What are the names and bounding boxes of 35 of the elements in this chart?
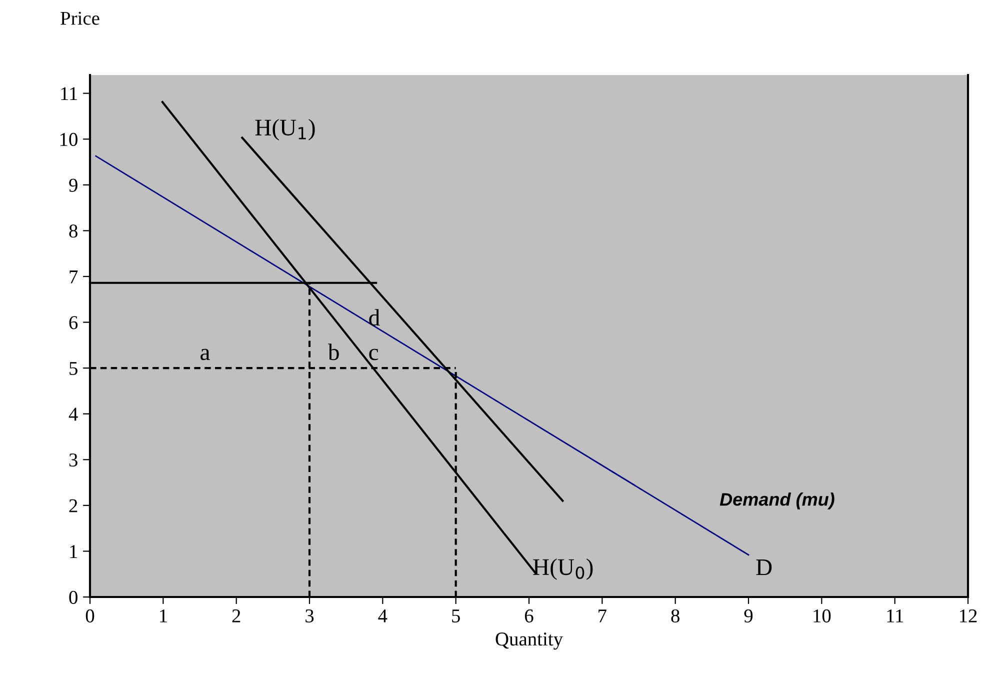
x-tick-label: 4 — [378, 610, 388, 622]
y-tick-label: 5 — [70, 362, 78, 375]
y-tick-label: 4 — [68, 408, 78, 421]
y-tick-label: 2 — [69, 499, 78, 512]
x-tick-label: 9 — [744, 609, 753, 622]
y-tick-label: 7 — [70, 270, 78, 284]
annotation: H(U$_{0}$) — [533, 558, 593, 580]
y-tick-label: 6 — [69, 316, 78, 330]
annotation: a — [200, 348, 210, 360]
x-tick-label: 11 — [887, 609, 904, 622]
x-tick-label: 6 — [524, 609, 534, 622]
x-tick-label: 7 — [598, 610, 606, 622]
x-tick-label: 0 — [86, 609, 94, 622]
x-tick-label: 5 — [452, 610, 460, 622]
y-axis-title: Price — [60, 12, 100, 25]
y-tick-label: 0 — [69, 590, 78, 604]
annotation: b — [328, 344, 339, 360]
annotation: Demand (mu) — [720, 492, 834, 510]
x-tick-label: 1 — [160, 609, 167, 622]
y-tick-label: 11 — [61, 87, 78, 100]
x-tick-label: 12 — [960, 609, 977, 622]
y-tick-label: 3 — [69, 454, 78, 467]
x-tick-label: 2 — [232, 609, 240, 622]
x-tick-label: 3 — [306, 609, 314, 622]
x-axis-title: Quantity — [496, 632, 563, 650]
y-tick-label: 8 — [69, 224, 78, 238]
annotation: c — [369, 348, 378, 360]
x-tick-label: 10 — [814, 609, 831, 622]
y-tick-label: 9 — [69, 178, 78, 192]
annotation: d — [369, 309, 380, 326]
x-tick-label: 8 — [671, 609, 680, 622]
y-tick-label: 1 — [70, 545, 78, 558]
y-tick-label: 10 — [60, 132, 78, 146]
annotation: D — [756, 560, 772, 576]
annotation: H(U$_{1}$) — [255, 118, 315, 140]
